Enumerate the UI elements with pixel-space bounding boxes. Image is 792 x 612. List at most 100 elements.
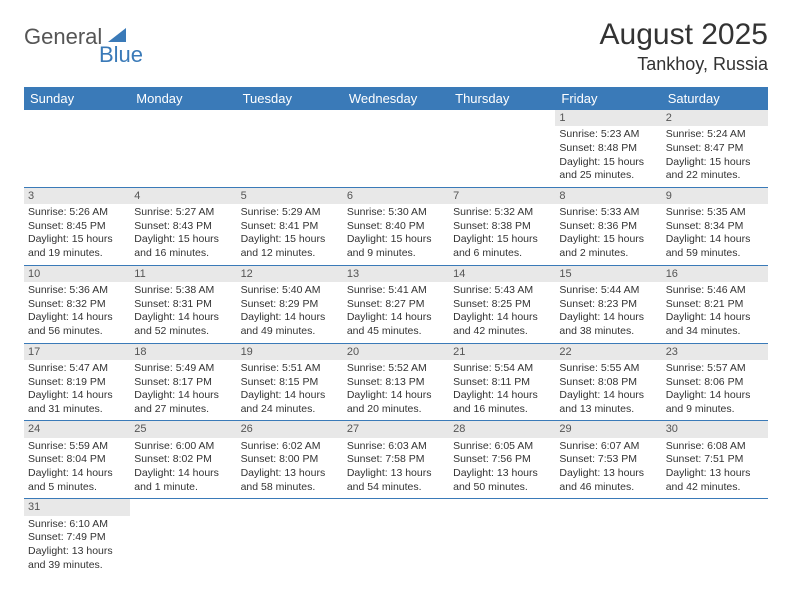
calendar-day: 25Sunrise: 6:00 AMSunset: 8:02 PMDayligh… [130, 421, 236, 499]
daylight-line: Daylight: 14 hours and 59 minutes. [666, 233, 764, 260]
calendar-day-empty [130, 110, 236, 187]
sunset-line: Sunset: 8:34 PM [666, 220, 764, 234]
sunset-line: Sunset: 8:45 PM [28, 220, 126, 234]
day-details: Sunrise: 5:30 AMSunset: 8:40 PMDaylight:… [343, 204, 449, 265]
day-number: 2 [662, 110, 768, 126]
daylight-line: Daylight: 14 hours and 1 minute. [134, 467, 232, 494]
calendar-week: 1Sunrise: 5:23 AMSunset: 8:48 PMDaylight… [24, 110, 768, 187]
daylight-line: Daylight: 14 hours and 20 minutes. [347, 389, 445, 416]
daylight-line: Daylight: 14 hours and 38 minutes. [559, 311, 657, 338]
day-number: 8 [555, 188, 661, 204]
calendar-day-empty [237, 499, 343, 576]
calendar-day: 10Sunrise: 5:36 AMSunset: 8:32 PMDayligh… [24, 265, 130, 343]
daylight-line: Daylight: 13 hours and 42 minutes. [666, 467, 764, 494]
day-number: 3 [24, 188, 130, 204]
calendar-day: 15Sunrise: 5:44 AMSunset: 8:23 PMDayligh… [555, 265, 661, 343]
daylight-line: Daylight: 14 hours and 24 minutes. [241, 389, 339, 416]
sunset-line: Sunset: 8:04 PM [28, 453, 126, 467]
day-header: Tuesday [237, 87, 343, 110]
day-number: 4 [130, 188, 236, 204]
calendar-week: 31 Sunrise: 6:10 AMSunset: 7:49 PMDayligh… [24, 499, 768, 576]
sunrise-line: Sunrise: 6:03 AM [347, 440, 445, 454]
day-number: 9 [662, 188, 768, 204]
day-details: Sunrise: 5:27 AMSunset: 8:43 PMDaylight:… [130, 204, 236, 265]
sunset-line: Sunset: 7:58 PM [347, 453, 445, 467]
calendar-day-empty [343, 499, 449, 576]
daylight-line: Daylight: 15 hours and 25 minutes. [559, 156, 657, 183]
sunrise-line: Sunrise: 5:27 AM [134, 206, 232, 220]
calendar-header-row: SundayMondayTuesdayWednesdayThursdayFrid… [24, 87, 768, 110]
calendar-day: 23Sunrise: 5:57 AMSunset: 8:06 PMDayligh… [662, 343, 768, 421]
daylight-line: Daylight: 15 hours and 6 minutes. [453, 233, 551, 260]
calendar-day: 6Sunrise: 5:30 AMSunset: 8:40 PMDaylight… [343, 187, 449, 265]
sunrise-line: Sunrise: 5:54 AM [453, 362, 551, 376]
daylight-line: Daylight: 13 hours and 54 minutes. [347, 467, 445, 494]
day-number: 12 [237, 266, 343, 282]
calendar-week: 24Sunrise: 5:59 AMSunset: 8:04 PMDayligh… [24, 421, 768, 499]
daylight-line: Daylight: 14 hours and 5 minutes. [28, 467, 126, 494]
day-details: Sunrise: 5:29 AMSunset: 8:41 PMDaylight:… [237, 204, 343, 265]
sunrise-line: Sunrise: 6:10 AM [28, 518, 126, 532]
calendar-day-empty [130, 499, 236, 576]
logo-text-blue: Blue [99, 42, 143, 68]
day-number: 18 [130, 344, 236, 360]
sunrise-line: Sunrise: 6:07 AM [559, 440, 657, 454]
sunrise-line: Sunrise: 5:59 AM [28, 440, 126, 454]
day-number: 16 [662, 266, 768, 282]
day-number: 31 [24, 499, 130, 515]
calendar-day: 13Sunrise: 5:41 AMSunset: 8:27 PMDayligh… [343, 265, 449, 343]
title-block: August 2025 Tankhoy, Russia [600, 18, 768, 75]
sunrise-line: Sunrise: 5:26 AM [28, 206, 126, 220]
calendar-day-empty [24, 110, 130, 187]
day-details: Sunrise: 5:41 AMSunset: 8:27 PMDaylight:… [343, 282, 449, 343]
sunset-line: Sunset: 8:06 PM [666, 376, 764, 390]
calendar-day: 9Sunrise: 5:35 AMSunset: 8:34 PMDaylight… [662, 187, 768, 265]
daylight-line: Daylight: 13 hours and 58 minutes. [241, 467, 339, 494]
calendar-day-empty [555, 499, 661, 576]
day-details: Sunrise: 5:46 AMSunset: 8:21 PMDaylight:… [662, 282, 768, 343]
daylight-line: Daylight: 15 hours and 19 minutes. [28, 233, 126, 260]
day-details: Sunrise: 5:51 AMSunset: 8:15 PMDaylight:… [237, 360, 343, 421]
calendar-day: 16Sunrise: 5:46 AMSunset: 8:21 PMDayligh… [662, 265, 768, 343]
sunrise-line: Sunrise: 6:00 AM [134, 440, 232, 454]
daylight-line: Daylight: 14 hours and 31 minutes. [28, 389, 126, 416]
daylight-line: Daylight: 15 hours and 9 minutes. [347, 233, 445, 260]
day-details: Sunrise: 5:43 AMSunset: 8:25 PMDaylight:… [449, 282, 555, 343]
sunset-line: Sunset: 8:36 PM [559, 220, 657, 234]
day-number: 11 [130, 266, 236, 282]
sunrise-line: Sunrise: 5:29 AM [241, 206, 339, 220]
sunset-line: Sunset: 8:11 PM [453, 376, 551, 390]
sunset-line: Sunset: 7:49 PM [28, 531, 126, 545]
daylight-line: Daylight: 13 hours and 39 minutes. [28, 545, 126, 572]
calendar-day: 11Sunrise: 5:38 AMSunset: 8:31 PMDayligh… [130, 265, 236, 343]
logo-text-general: General [24, 24, 102, 50]
calendar-day-empty [343, 110, 449, 187]
calendar-day: 3 Sunrise: 5:26 AMSunset: 8:45 PMDaylight… [24, 187, 130, 265]
sunset-line: Sunset: 8:13 PM [347, 376, 445, 390]
sunset-line: Sunset: 8:00 PM [241, 453, 339, 467]
calendar-day: 21Sunrise: 5:54 AMSunset: 8:11 PMDayligh… [449, 343, 555, 421]
calendar-day: 30Sunrise: 6:08 AMSunset: 7:51 PMDayligh… [662, 421, 768, 499]
calendar-day: 31 Sunrise: 6:10 AMSunset: 7:49 PMDayligh… [24, 499, 130, 576]
sunrise-line: Sunrise: 5:23 AM [559, 128, 657, 142]
day-number: 25 [130, 421, 236, 437]
day-details: Sunrise: 5:36 AMSunset: 8:32 PMDaylight:… [24, 282, 130, 343]
sunset-line: Sunset: 8:08 PM [559, 376, 657, 390]
calendar-day: 29Sunrise: 6:07 AMSunset: 7:53 PMDayligh… [555, 421, 661, 499]
calendar-day: 12Sunrise: 5:40 AMSunset: 8:29 PMDayligh… [237, 265, 343, 343]
day-number: 26 [237, 421, 343, 437]
sunset-line: Sunset: 7:51 PM [666, 453, 764, 467]
day-header: Wednesday [343, 87, 449, 110]
calendar-day: 5Sunrise: 5:29 AMSunset: 8:41 PMDaylight… [237, 187, 343, 265]
sunrise-line: Sunrise: 5:24 AM [666, 128, 764, 142]
daylight-line: Daylight: 14 hours and 45 minutes. [347, 311, 445, 338]
sunset-line: Sunset: 8:19 PM [28, 376, 126, 390]
day-number: 27 [343, 421, 449, 437]
sunrise-line: Sunrise: 5:51 AM [241, 362, 339, 376]
sunset-line: Sunset: 8:32 PM [28, 298, 126, 312]
sunrise-line: Sunrise: 5:33 AM [559, 206, 657, 220]
daylight-line: Daylight: 14 hours and 49 minutes. [241, 311, 339, 338]
sunrise-line: Sunrise: 5:47 AM [28, 362, 126, 376]
daylight-line: Daylight: 14 hours and 27 minutes. [134, 389, 232, 416]
day-details: Sunrise: 6:07 AMSunset: 7:53 PMDaylight:… [555, 438, 661, 499]
